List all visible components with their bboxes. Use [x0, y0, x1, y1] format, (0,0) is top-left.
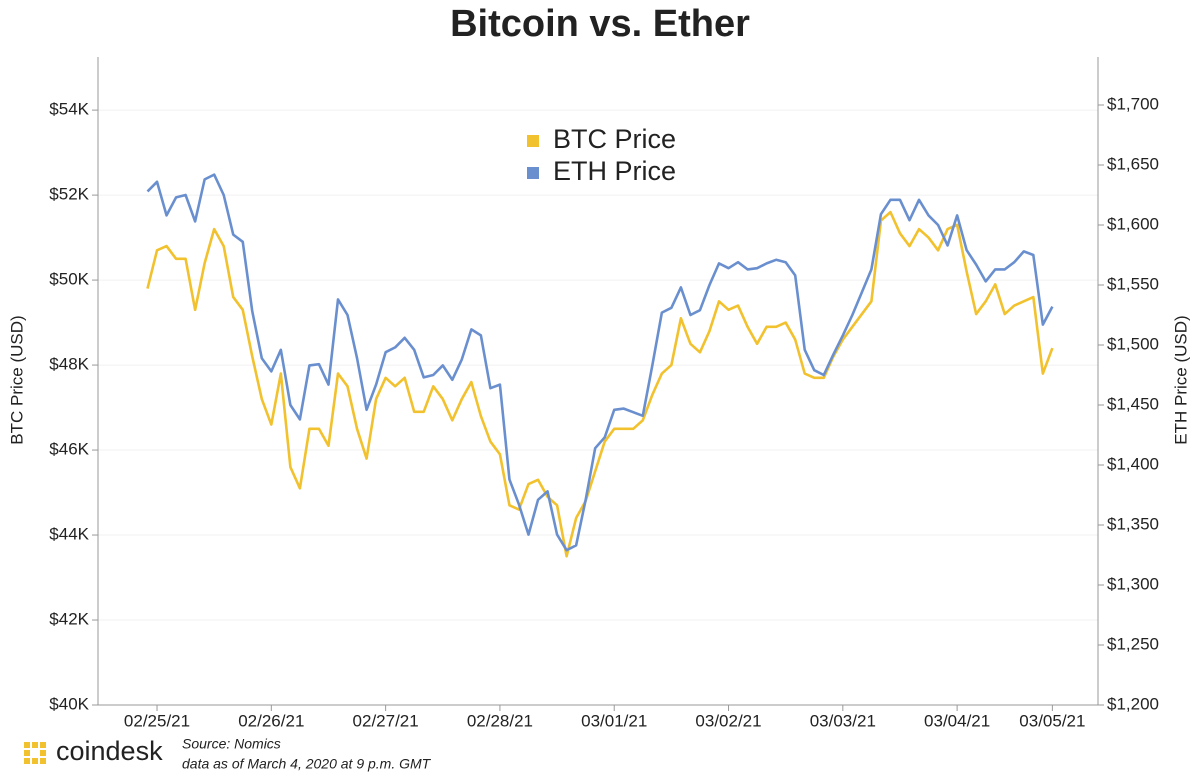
x-tick-label: 03/03/21 — [810, 711, 876, 730]
x-tick-label: 03/04/21 — [924, 711, 990, 730]
x-tick-label: 03/01/21 — [581, 711, 647, 730]
y2-tick-label: $1,300 — [1107, 574, 1159, 593]
y-tick-label: $52K — [49, 185, 89, 204]
y2-tick-label: $1,500 — [1107, 334, 1159, 353]
line-series — [146, 210, 1054, 558]
y-tick-label: $48K — [49, 355, 89, 374]
y2-tick-label: $1,250 — [1107, 634, 1159, 653]
y-tick-label: $54K — [49, 100, 89, 119]
logo-text: coindesk — [56, 736, 163, 766]
x-tick-label: 02/26/21 — [238, 711, 304, 730]
x-tick-label: 03/02/21 — [695, 711, 761, 730]
y2-tick-label: $1,650 — [1107, 154, 1159, 173]
y2-tick-label: $1,700 — [1107, 94, 1159, 113]
legend-swatch — [527, 167, 539, 179]
x-tick-label: 02/27/21 — [353, 711, 419, 730]
y2-tick-label: $1,350 — [1107, 514, 1159, 533]
x-tick-label: 02/25/21 — [124, 711, 190, 730]
legend-label: BTC Price — [553, 124, 676, 154]
legend-label: ETH Price — [553, 156, 676, 186]
line-series — [146, 173, 1054, 552]
y2-tick-label: $1,550 — [1107, 274, 1159, 293]
x-tick-label: 02/28/21 — [467, 711, 533, 730]
y-tick-label: $46K — [49, 440, 89, 459]
y-axis-label: BTC Price (USD) — [7, 315, 26, 444]
y2-tick-label: $1,400 — [1107, 454, 1159, 473]
y-tick-label: $42K — [49, 610, 89, 629]
y2-tick-label: $1,600 — [1107, 214, 1159, 233]
y-tick-label: $40K — [49, 694, 89, 713]
y-tick-label: $44K — [49, 525, 89, 544]
note: data as of March 4, 2020 at 9 p.m. GMT — [182, 756, 432, 772]
y2-tick-label: $1,450 — [1107, 394, 1159, 413]
logo-icon — [24, 742, 46, 764]
y-tick-label: $50K — [49, 270, 89, 289]
y2-axis-label: ETH Price (USD) — [1171, 315, 1190, 444]
source: Source: Nomics — [182, 736, 281, 752]
chart-title: Bitcoin vs. Ether — [450, 3, 750, 45]
y2-tick-label: $1,200 — [1107, 694, 1159, 713]
x-tick-label: 03/05/21 — [1019, 711, 1085, 730]
legend-swatch — [527, 135, 539, 147]
